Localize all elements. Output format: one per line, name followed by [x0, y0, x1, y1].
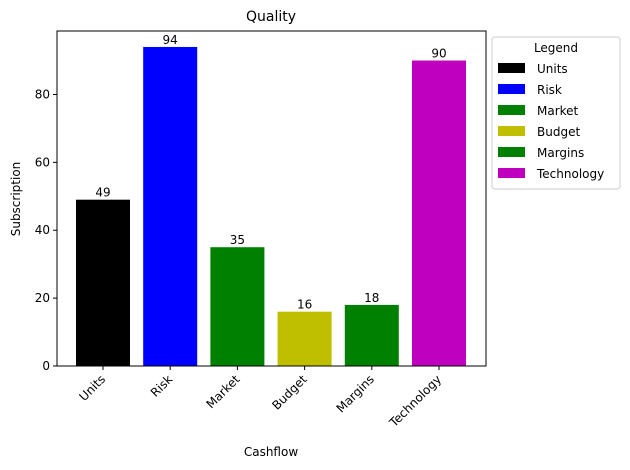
bar-value-label-units: 49: [95, 186, 110, 200]
bar-technology: [412, 60, 466, 367]
y-axis-ticks: 0 20 40 60 80: [35, 87, 57, 373]
bar-market: [210, 247, 265, 366]
bar-value-label-margins: 18: [364, 291, 379, 305]
x-tick-label-market: Market: [203, 372, 242, 411]
legend-swatch-units: [498, 63, 525, 73]
legend-swatch-market: [498, 105, 525, 115]
bar-value-label-technology: 90: [431, 47, 446, 61]
x-tick-label-technology: Technology: [386, 372, 444, 430]
legend-label-margins: Margins: [537, 146, 584, 160]
legend-label-units: Units: [537, 62, 568, 76]
bar-margins: [344, 304, 399, 366]
bar-value-label-budget: 16: [297, 298, 312, 312]
x-tick-label-margins: Margins: [334, 372, 377, 415]
y-tick-label: 60: [35, 155, 50, 169]
legend-swatch-risk: [498, 84, 525, 94]
legend-label-market: Market: [537, 104, 579, 118]
legend-entries: Units Risk Market Budget Margins Technology: [498, 62, 604, 181]
legend-label-budget: Budget: [537, 125, 580, 139]
chart-title: Quality: [246, 9, 296, 25]
y-tick-label: 20: [35, 291, 50, 305]
plot-area-frame: [56, 30, 487, 367]
bar-units: [76, 199, 130, 366]
bar-budget: [277, 311, 332, 366]
y-tick-label: 40: [35, 223, 50, 237]
y-tick-label: 80: [35, 87, 50, 101]
legend-swatch-technology: [498, 168, 525, 178]
x-axis-ticks: Units Risk Market Budget Margins Technology: [77, 366, 444, 430]
legend-swatch-margins: [498, 147, 525, 157]
y-axis-label: Subscription: [9, 162, 23, 237]
legend-label-risk: Risk: [537, 83, 562, 97]
bar-risk: [143, 46, 198, 366]
bars: [76, 46, 466, 367]
legend-title: Legend: [534, 41, 578, 55]
x-tick-label-risk: Risk: [148, 372, 176, 400]
bar-value-label-market: 35: [230, 233, 245, 247]
bar-value-label-risk: 94: [163, 33, 178, 47]
x-tick-label-units: Units: [77, 372, 109, 404]
bar-value-labels: 49 94 35 16 18 90: [95, 33, 446, 312]
x-axis-label: Cashflow: [244, 445, 298, 459]
x-tick-label-budget: Budget: [269, 372, 310, 413]
legend: Legend Units Risk Market Budget Margins Techn…: [491, 36, 621, 190]
legend-swatch-budget: [498, 126, 525, 136]
y-tick-label: 0: [42, 359, 50, 373]
legend-label-technology: Technology: [536, 167, 604, 181]
